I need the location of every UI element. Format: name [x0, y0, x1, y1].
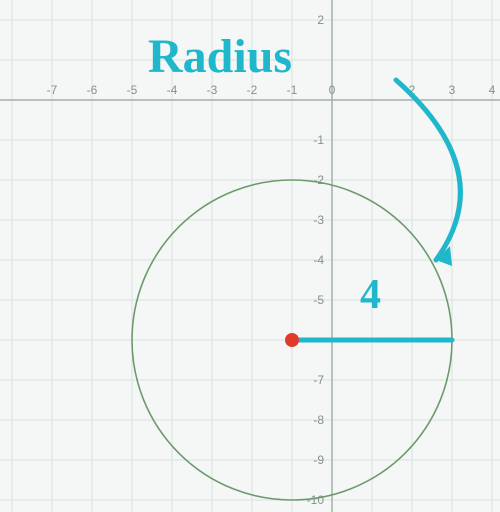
x-tick-label: 0: [329, 83, 336, 97]
annotation-word: Radius: [148, 30, 292, 83]
x-tick-label: -7: [47, 83, 58, 97]
x-tick-label: -5: [127, 83, 138, 97]
y-tick-label: -9: [313, 453, 324, 467]
y-tick-label: -4: [313, 253, 324, 267]
y-tick-label: -1: [313, 133, 324, 147]
y-tick-label: -10: [307, 493, 325, 507]
annotation-value: 4: [360, 272, 381, 318]
x-tick-label: -4: [167, 83, 178, 97]
y-tick-label: -8: [313, 413, 324, 427]
coordinate-plane: -7-6-5-4-3-2-102342-1-2-3-4-5-7-8-9-10 R…: [0, 0, 500, 512]
x-tick-label: -1: [287, 83, 298, 97]
x-tick-label: 3: [449, 83, 456, 97]
y-tick-label: -2: [313, 173, 324, 187]
y-tick-label: -7: [313, 373, 324, 387]
center-point-dot: [285, 333, 299, 347]
y-tick-label: 2: [317, 13, 324, 27]
y-tick-label: -5: [313, 293, 324, 307]
x-tick-label: -3: [207, 83, 218, 97]
y-tick-label: -3: [313, 213, 324, 227]
x-tick-label: -6: [87, 83, 98, 97]
x-tick-label: -2: [247, 83, 258, 97]
x-tick-label: 4: [489, 83, 496, 97]
